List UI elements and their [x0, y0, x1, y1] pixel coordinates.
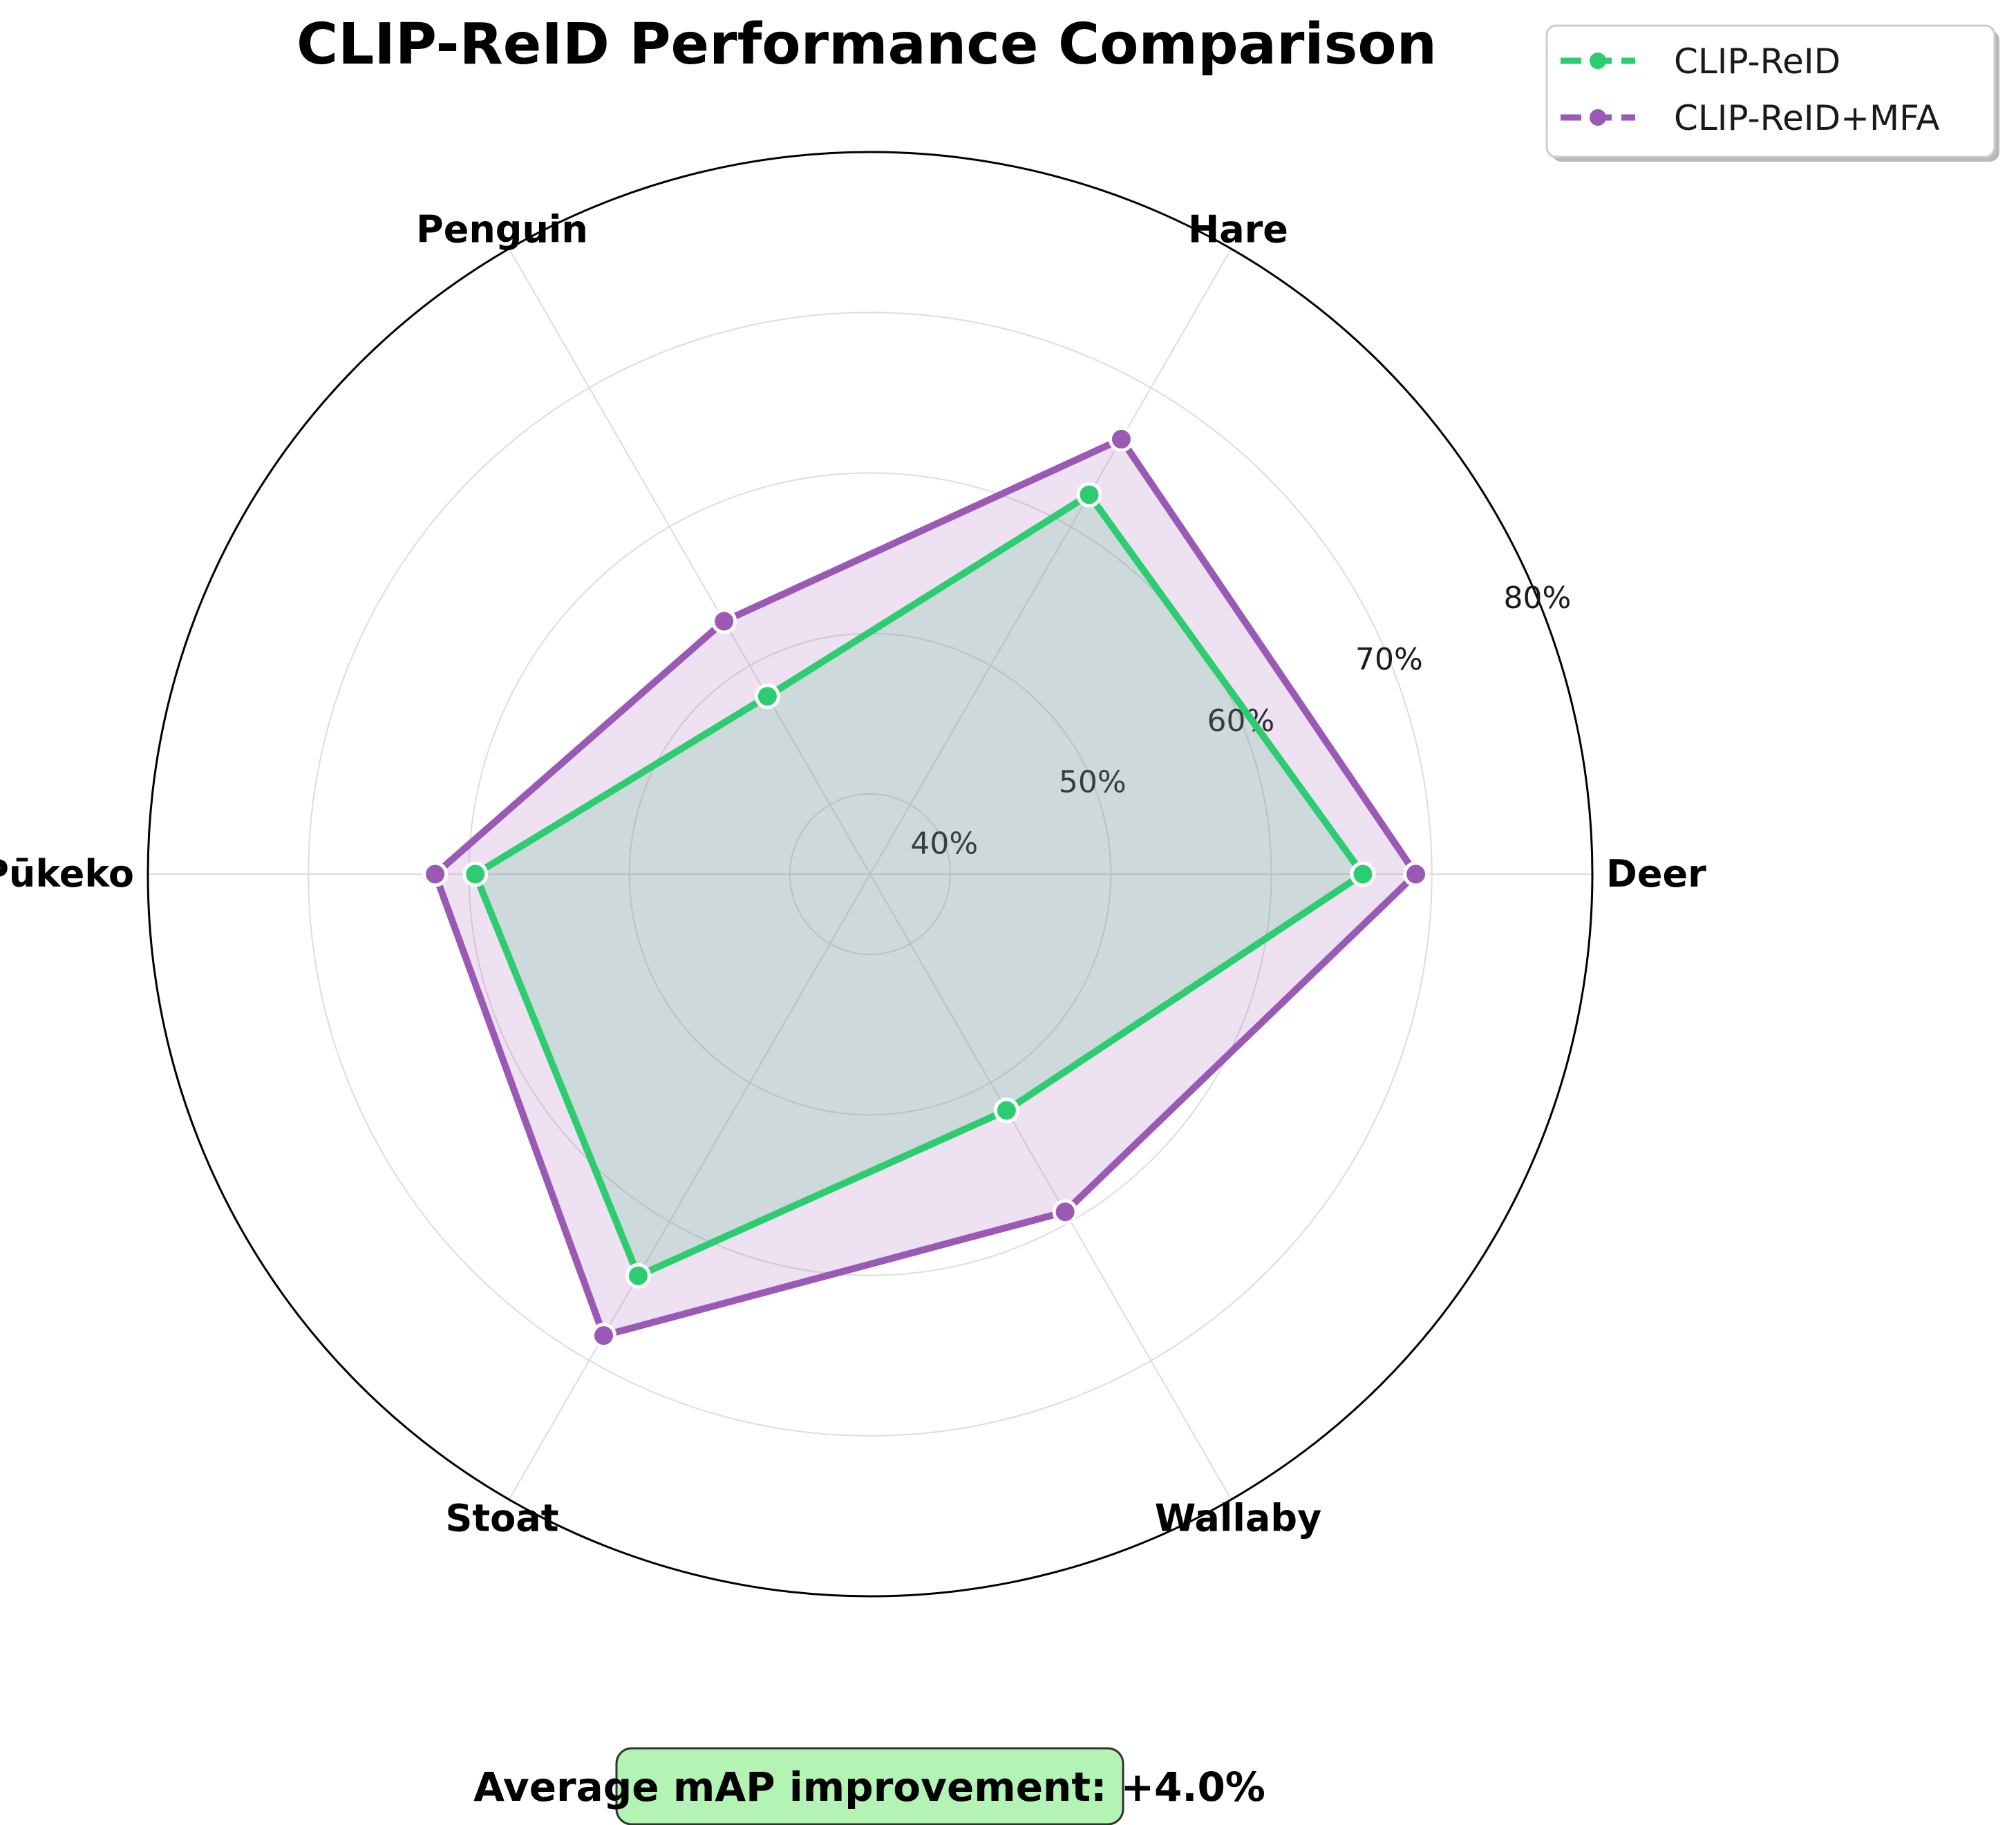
spoke-2	[508, 248, 871, 875]
legend-label-clip-reid-mfa: CLIP-ReID+MFA	[1674, 98, 1940, 138]
series-0-point-2	[754, 683, 780, 710]
series-1-point-2	[711, 608, 737, 634]
series-1-point-4	[591, 1323, 617, 1349]
category-label-0: Deer	[1606, 852, 1706, 896]
legend: CLIP-ReID CLIP-ReID+MFA	[1545, 24, 1999, 162]
series-0-point-0	[1350, 861, 1376, 887]
annotation-box	[615, 1747, 1124, 1825]
legend-marker-clip-reid	[1590, 53, 1606, 69]
legend-box	[1545, 24, 1996, 158]
series-layer	[422, 426, 1429, 1349]
category-label-2: Penguin	[416, 208, 588, 252]
category-label-3: Pūkeko	[0, 852, 134, 896]
category-labels: Deer Hare Penguin Pūkeko Stoat Wallaby	[0, 208, 1706, 1540]
chart-title: CLIP-ReID Performance Comparison	[296, 12, 1437, 77]
category-label-5: Wallaby	[1155, 1496, 1321, 1540]
legend-label-clip-reid: CLIP-ReID	[1674, 41, 1840, 82]
category-label-1: Hare	[1188, 208, 1288, 252]
series-0-point-5	[993, 1097, 1019, 1124]
radial-tick-labels: 40%50%60%70%80%	[910, 580, 1571, 861]
improvement-annotation: Average mAP improvement: +4.0%	[473, 1747, 1265, 1825]
legend-entry-clip-reid-mfa: CLIP-ReID+MFA	[1561, 98, 1940, 138]
series-0-point-4	[625, 1263, 651, 1289]
series-0-point-3	[462, 861, 489, 887]
category-label-4: Stoat	[445, 1496, 558, 1540]
legend-marker-clip-reid-mfa	[1590, 109, 1606, 126]
series-area-1	[435, 439, 1416, 1336]
series-1-point-3	[422, 861, 449, 887]
spoke-5	[869, 873, 1232, 1500]
series-1-point-5	[1052, 1199, 1078, 1225]
spoke-4	[508, 873, 871, 1500]
outer-frame	[147, 151, 1594, 1598]
series-1-point-1	[1108, 426, 1134, 453]
series-area-0	[475, 495, 1363, 1276]
radial-tick-label-3: 70%	[1355, 642, 1423, 677]
series-1-point-0	[1403, 861, 1429, 887]
radial-tick-label-1: 50%	[1059, 765, 1127, 800]
series-0-point-1	[1076, 482, 1102, 508]
annotation-text: Average mAP improvement: +4.0%	[473, 1763, 1265, 1810]
radial-tick-label-0: 40%	[910, 826, 978, 862]
legend-entry-clip-reid: CLIP-ReID	[1561, 41, 1840, 82]
spoke-1	[869, 248, 1232, 875]
angular-spokes	[148, 248, 1592, 1500]
radial-tick-label-4: 80%	[1504, 580, 1572, 616]
